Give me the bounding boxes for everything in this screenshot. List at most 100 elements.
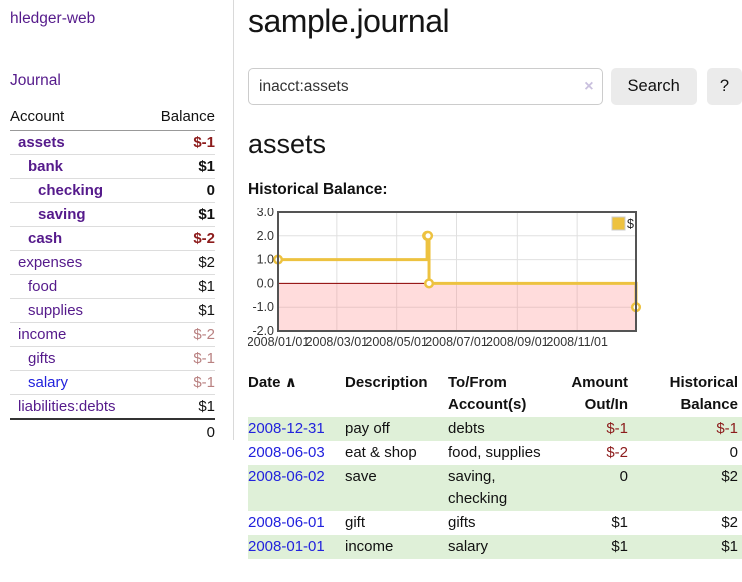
search-button[interactable]: Search: [610, 68, 697, 105]
accounts-table: Account Balance assets $-1 bank $1 checking 0…: [10, 105, 215, 445]
register-header-row: Date ∧ Description To/From Account(s) Am…: [248, 371, 742, 417]
account-balance: $1: [198, 398, 215, 415]
x-axis-tick-label: 2008/01/01: [248, 335, 309, 349]
register-col-balance: Historical Balance: [669, 374, 738, 413]
account-balance: $-2: [193, 326, 215, 343]
sidebar-account-link[interactable]: supplies: [28, 302, 84, 319]
account-balance: $-1: [193, 350, 215, 367]
sidebar-account-link[interactable]: assets: [18, 134, 65, 151]
y-axis-tick-label: -2.0: [252, 324, 274, 338]
account-balance: $1: [198, 206, 215, 223]
account-row: gifts $-1: [10, 346, 215, 371]
app: hledger-web Journal Account Balance asse…: [10, 0, 742, 559]
help-button[interactable]: ?: [706, 68, 742, 105]
account-row: income $-2: [10, 322, 215, 347]
register-cell-date: 2008-12-31: [248, 417, 345, 441]
register-cell-amount: $-1: [606, 420, 628, 437]
chart-heading: Historical Balance:: [248, 181, 388, 198]
account-row: checking 0: [10, 178, 215, 203]
historical-balance-chart: $3.0 2.0 1.0 0.0 -1.0 -2.0 2008/01/01 2008/03/0…: [247, 205, 642, 351]
accounts-total-balance: 0: [206, 424, 215, 441]
register-cell-amount: $1: [611, 514, 628, 531]
y-axis-tick-label: 3.0: [257, 208, 274, 219]
sidebar-account-link[interactable]: gifts: [28, 350, 56, 367]
register-col-amount: Amount Out/In: [571, 374, 628, 413]
register-cell-amount: $-2: [606, 444, 628, 461]
sidebar-account-link[interactable]: saving: [38, 206, 86, 223]
register-cell-date: 2008-06-03: [248, 441, 345, 465]
transaction-date-link[interactable]: 2008-01-01: [248, 538, 325, 555]
sidebar-account-link[interactable]: expenses: [18, 254, 83, 271]
chart-legend: $: [611, 216, 634, 231]
register-cell-description: gift: [345, 514, 366, 531]
register-cell-accounts: food, supplies: [448, 444, 541, 461]
x-axis-tick-label: 2008/03/01: [306, 335, 369, 349]
register-row: 2008-06-03 eat & shop food, supplies $-2 0: [248, 441, 742, 465]
sidebar-account-link[interactable]: bank: [28, 158, 64, 175]
legend-label: $: [627, 217, 634, 231]
register-table-body: 2008-12-31 pay off debts $-1 $-1 2008-06-03 ea…: [248, 417, 742, 559]
account-row: expenses $2: [10, 250, 215, 275]
account-row: cash $-2: [10, 226, 215, 251]
account-balance: $1: [198, 278, 215, 295]
account-row: bank $1: [10, 154, 215, 179]
transaction-date-link[interactable]: 2008-06-03: [248, 444, 325, 461]
search-box: ×: [248, 68, 603, 105]
register-cell-accounts: salary: [448, 538, 489, 555]
sort-ascending-icon: ∧: [284, 374, 297, 391]
page-title: sample.journal: [248, 3, 450, 39]
accounts-header-row: Account Balance: [10, 105, 215, 131]
accounts-col-account: Account: [10, 105, 146, 131]
legend-color-swatch: [611, 216, 626, 231]
account-row: saving $1: [10, 202, 215, 227]
register-cell-amount: $1: [611, 538, 628, 555]
brand-link[interactable]: hledger-web: [10, 10, 96, 27]
account-balance: $1: [198, 302, 215, 319]
balance-chart-svg: $3.0 2.0 1.0 0.0 -1.0 -2.02008/01/012008/03/0…: [247, 205, 642, 349]
account-row: supplies $1: [10, 298, 215, 323]
sidebar-account-link[interactable]: food: [28, 278, 58, 295]
transaction-date-link[interactable]: 2008-06-01: [248, 514, 325, 531]
register-cell-description: save: [345, 468, 377, 485]
transaction-date-link[interactable]: 2008-12-31: [248, 420, 325, 437]
x-axis-tick-label: 2008/11/01: [546, 335, 608, 349]
register-cell-description: eat & shop: [345, 444, 417, 461]
register-cell-description: pay off: [345, 420, 390, 437]
x-axis-tick-label: 2008/05/01: [365, 335, 428, 349]
y-axis-tick-label: 1.0: [257, 253, 274, 267]
sidebar-account-link[interactable]: liabilities:debts: [18, 398, 116, 415]
account-balance: $-2: [193, 230, 215, 247]
clear-search-icon[interactable]: ×: [584, 77, 594, 95]
main-content: sample.journal × Search ? assets Histori…: [234, 0, 742, 559]
register-cell-balance: 0: [729, 444, 738, 461]
register-cell-accounts: debts: [448, 420, 485, 437]
search-input[interactable]: [248, 68, 603, 105]
chart-axis-labels: 3.0 2.0 1.0 0.0 -1.0 -2.02008/01/012008/03/01…: [247, 205, 608, 349]
register-row: 2008-06-01 gift gifts $1 $2: [248, 511, 742, 535]
register-cell-amount: 0: [619, 468, 628, 485]
spacer: [10, 419, 145, 445]
register-col-date[interactable]: Date ∧: [248, 371, 345, 417]
register-row: 2008-06-02 save saving, checking 0 $2: [248, 465, 742, 511]
sidebar-account-link[interactable]: salary: [28, 374, 69, 391]
chart-point-marker: [423, 278, 435, 289]
register-row: 2008-12-31 pay off debts $-1 $-1: [248, 417, 742, 441]
sidebar-item-journal[interactable]: Journal: [10, 72, 61, 89]
sidebar-account-link[interactable]: cash: [28, 230, 63, 247]
account-balance: $1: [198, 158, 215, 175]
y-axis-tick-label: 0.0: [257, 276, 274, 290]
register-cell-date: 2008-01-01: [248, 535, 345, 559]
chart-point-marker: [423, 230, 434, 241]
transaction-date-link[interactable]: 2008-06-02: [248, 468, 325, 485]
account-balance: 0: [206, 182, 215, 199]
y-axis-tick-label: -1.0: [252, 300, 274, 314]
sidebar-account-link[interactable]: income: [18, 326, 67, 343]
x-axis-tick-label: 2008/09/01: [486, 335, 549, 349]
account-row: salary $-1: [10, 370, 215, 395]
x-axis-tick-label: 2008/07/01: [425, 335, 488, 349]
register-cell-accounts: saving, checking: [448, 468, 508, 507]
sidebar-account-link[interactable]: checking: [38, 182, 104, 199]
accounts-total-row: 0: [10, 419, 215, 445]
account-heading: assets: [248, 129, 327, 159]
register-cell-accounts: gifts: [448, 514, 476, 531]
